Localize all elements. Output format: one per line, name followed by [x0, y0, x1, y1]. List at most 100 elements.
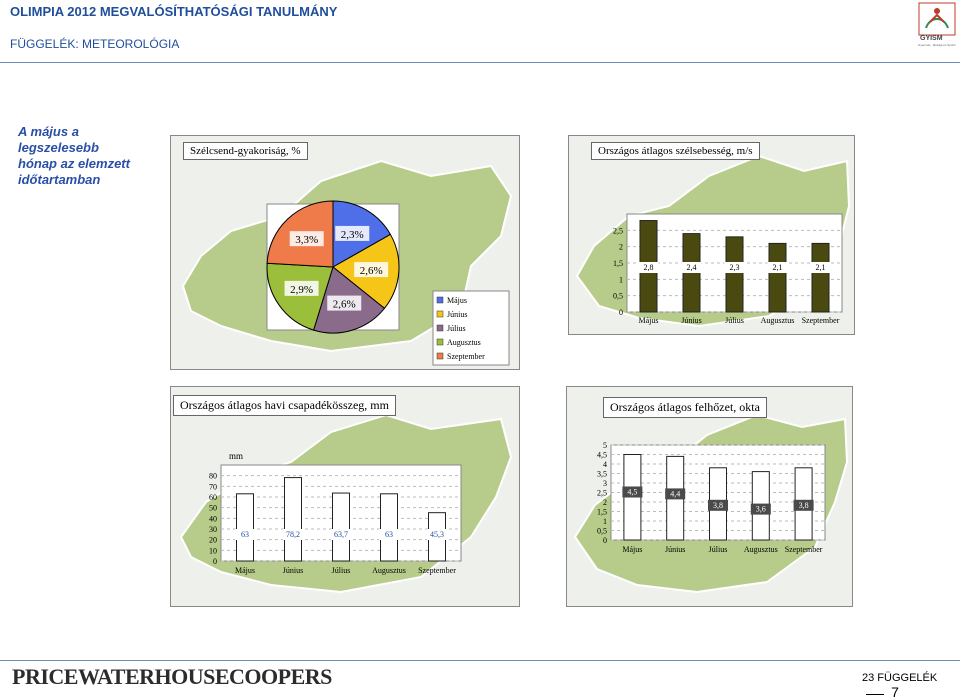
y-tick-label: 3 [603, 479, 607, 488]
y-tick-label: 0,5 [597, 527, 607, 536]
x-tick-label: Augusztus [372, 566, 406, 575]
legend-label: Június [447, 310, 467, 319]
y-tick-label: 0 [619, 308, 623, 317]
y-tick-label: 80 [209, 472, 217, 481]
y-tick-label: 1,5 [597, 508, 607, 517]
data-label-bg [750, 503, 771, 515]
data-label: 3,8 [799, 501, 809, 510]
precip-panel: Országos átlagos havi csapadékösszeg, mm… [170, 386, 520, 607]
data-label-bg [283, 529, 303, 540]
y-tick-label: 50 [209, 504, 217, 513]
bar [811, 242, 830, 313]
legend-swatch [436, 338, 444, 346]
x-tick-label: Július [332, 566, 351, 575]
legend-label: Szeptember [447, 352, 485, 361]
data-label-bg [665, 488, 686, 500]
x-tick-label: Szeptember [802, 316, 840, 325]
data-label-bg [379, 529, 399, 540]
x-tick-label: Augusztus [761, 316, 795, 325]
data-label: 2,1 [773, 263, 783, 272]
legend-label: Május [447, 296, 467, 305]
data-label-bg [793, 499, 814, 511]
pie-title: Szélcsend-gyakoriság, % [183, 142, 308, 160]
legend-swatch [436, 352, 444, 360]
footer-rule [0, 660, 960, 661]
bar [725, 236, 744, 313]
page-number: 7 [891, 684, 899, 700]
pie-label-bg [354, 262, 389, 278]
y-tick-label: 60 [209, 493, 217, 502]
pie-panel: Szélcsend-gyakoriság, % 2,3% 2,6% 2,6% 2,9%… [170, 135, 520, 370]
x-tick-label: Szeptember [785, 545, 823, 554]
data-label: 2,3 [730, 263, 740, 272]
pie-label-bg [289, 231, 324, 247]
data-label-bg [427, 529, 447, 540]
x-tick-label: Szeptember [418, 566, 456, 575]
y-axis-label: mm [229, 451, 243, 461]
document-subtitle: FÜGGELÉK: METEOROLÓGIA [10, 37, 180, 51]
x-tick-label: Május [622, 545, 642, 554]
legend-label: Július [447, 324, 466, 333]
data-label: 2,4 [687, 263, 697, 272]
y-tick-label: 40 [209, 514, 217, 523]
data-label: 3,8 [713, 501, 723, 510]
wind-title: Országos átlagos szélsebesség, m/s [591, 142, 760, 160]
header-rule [0, 62, 960, 63]
y-tick-label: 2,5 [613, 226, 623, 235]
logo-tagline: Gyermek-, Ifjúsági és Sportminisztérium [918, 44, 956, 47]
page-rule [866, 693, 884, 695]
x-tick-label: Július [709, 545, 728, 554]
page-footer: 23 FÜGGELÉK 7 [862, 672, 960, 700]
y-tick-label: 70 [209, 482, 217, 491]
data-label: 4,4 [670, 489, 680, 498]
data-label: 4,5 [627, 488, 637, 497]
x-tick-label: Június [283, 566, 303, 575]
pwc-logo: PRICEWATERHOUSECOOPERS [12, 664, 332, 689]
pie-data-label: 3,3% [295, 234, 318, 246]
data-label: 63,7 [334, 530, 348, 539]
pie-data-label: 2,6% [333, 299, 356, 311]
bar [284, 477, 302, 562]
data-label-bg [767, 262, 788, 273]
x-tick-label: Június [681, 316, 701, 325]
pie-data-label: 2,6% [360, 265, 383, 277]
y-tick-label: 5 [603, 441, 607, 450]
pie-slice [266, 262, 334, 331]
data-label: 2,8 [644, 263, 654, 272]
data-label-bg [708, 499, 728, 511]
legend-swatch [436, 310, 444, 318]
y-tick-label: 2 [603, 498, 607, 507]
y-tick-label: 0 [213, 557, 217, 566]
data-label-bg [235, 529, 255, 540]
pie-label-bg [284, 280, 319, 296]
document-title: OLIMPIA 2012 MEGVALÓSÍTHATÓSÁGI TANULMÁN… [10, 4, 338, 19]
y-tick-label: 1 [619, 275, 623, 284]
data-label: 3,6 [756, 505, 766, 514]
pie-label-bg [335, 225, 370, 241]
data-label: 78,2 [286, 530, 300, 539]
y-tick-label: 1,5 [613, 259, 623, 268]
data-label-bg [331, 529, 351, 540]
data-label-bg [638, 262, 659, 273]
wind-bar-chart: 0 0,5 1 1,5 2 2,5 2,8 Május 2,4 Június 2,3 Július 2,… [613, 213, 843, 325]
y-tick-label: 0 [603, 536, 607, 545]
y-tick-label: 4 [603, 460, 607, 469]
bar [332, 492, 350, 562]
x-tick-label: Május [235, 566, 255, 575]
legend-swatch [436, 296, 444, 304]
cloud-bar-chart: 00,511,522,533,544,554,5Május4,4Június3,… [597, 441, 826, 554]
y-tick-label: 2,5 [597, 489, 607, 498]
data-label-bg [622, 486, 643, 498]
x-tick-label: Május [639, 316, 659, 325]
pie-data-label: 2,9% [290, 284, 313, 296]
cloud-title: Országos átlagos felhőzet, okta [603, 397, 767, 418]
cloud-panel: Országos átlagos felhőzet, okta 0 0,5 1 1,5… [566, 386, 853, 607]
y-tick-label: 3,5 [597, 470, 607, 479]
data-label: 63 [385, 530, 393, 539]
bar [236, 493, 254, 562]
pie-label-bg [327, 295, 362, 311]
y-tick-label: 1 [603, 517, 607, 526]
logo-text: GYISM [920, 35, 943, 42]
y-tick-label: 20 [209, 536, 217, 545]
